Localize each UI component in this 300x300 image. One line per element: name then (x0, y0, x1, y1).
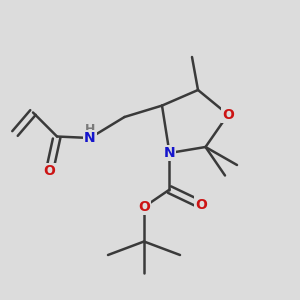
Text: N: N (84, 131, 96, 145)
Text: H: H (85, 123, 95, 136)
Text: O: O (138, 200, 150, 214)
Text: O: O (44, 164, 56, 178)
Text: O: O (195, 198, 207, 212)
Text: N: N (164, 146, 175, 160)
Text: O: O (222, 108, 234, 122)
